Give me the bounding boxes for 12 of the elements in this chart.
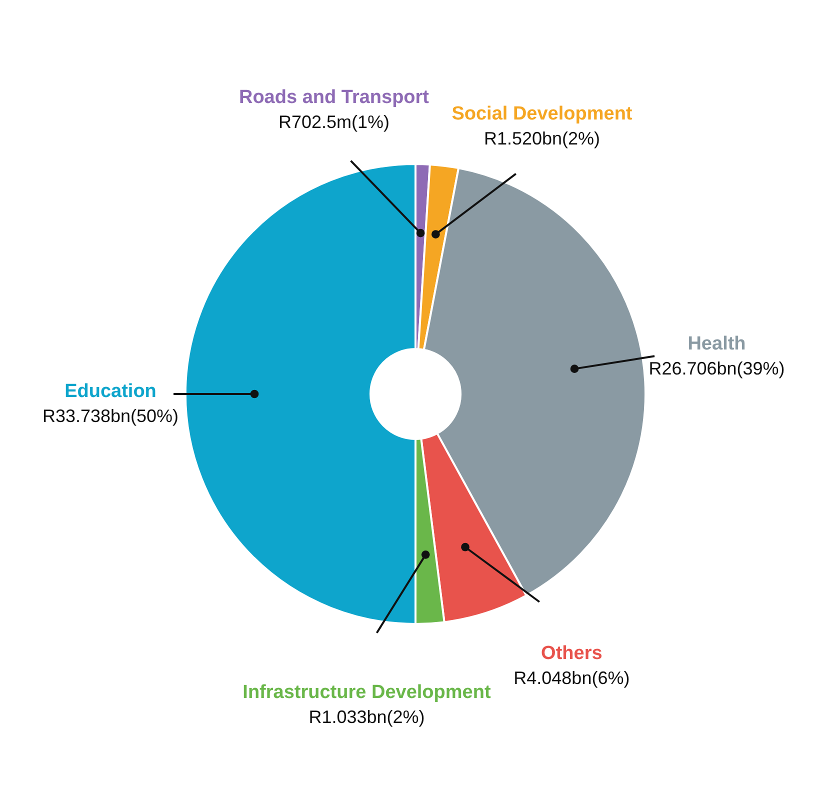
data-label: R33.738bn(50%)	[42, 406, 179, 426]
slice-label: Infrastructure Development	[242, 682, 492, 704]
slice-label: Roads and Transport	[238, 87, 430, 108]
data-label: R1.520bn(2%)	[484, 128, 600, 148]
slice-label: Education	[64, 381, 156, 402]
data-label: R1.033bn(2%)	[308, 707, 425, 728]
slice-label: Health	[688, 333, 746, 354]
slice-label: Others	[541, 642, 602, 664]
slice-label: Social Development	[452, 103, 633, 124]
data-label: R26.706bn(39%)	[648, 358, 785, 378]
data-label: R4.048bn(6%)	[514, 668, 630, 688]
data-label: R702.5m(1%)	[278, 112, 390, 132]
